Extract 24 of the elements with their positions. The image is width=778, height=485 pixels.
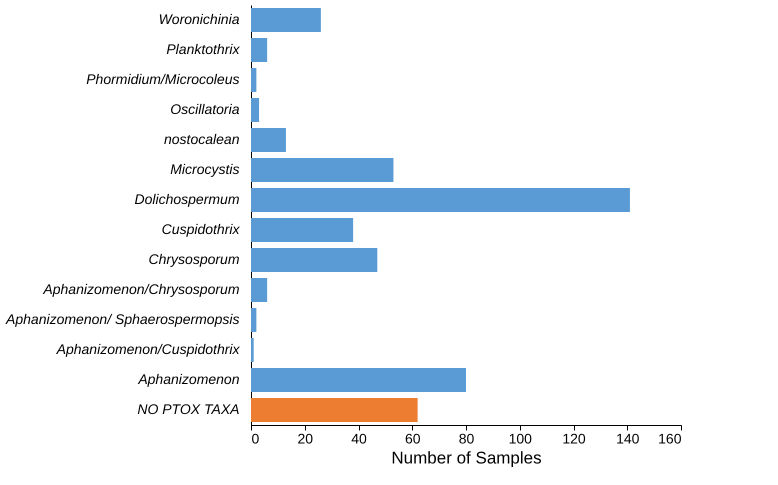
y-tick-label: Aphanizomenon/ Sphaerospermopsis	[5, 311, 240, 327]
y-tick-label: Chrysosporum	[148, 251, 240, 267]
x-tick-label: 40	[351, 430, 367, 446]
y-tick-label: Woronichinia	[158, 11, 240, 27]
x-tick-label: 160	[658, 430, 682, 446]
y-tick-label: Phormidium/Microcoleus	[86, 71, 240, 87]
y-tick-label: Aphanizomenon/Cuspidothrix	[56, 341, 240, 357]
y-tick-label: Planktothrix	[166, 41, 240, 57]
x-tick-label: 20	[297, 430, 314, 446]
y-tick-label: Microcystis	[170, 161, 240, 177]
x-tick-label: 100	[508, 430, 532, 446]
x-tick-label: 120	[562, 430, 586, 446]
y-tick-label: Cuspidothrix	[162, 221, 240, 237]
x-axis-title: Number of Samples	[391, 448, 542, 468]
y-tick-label: Aphanizomenon/Chrysosporum	[42, 281, 240, 297]
y-tick-label: Oscillatoria	[170, 101, 240, 117]
y-tick-label: Aphanizomenon	[137, 371, 240, 387]
y-tick-label: nostocalean	[164, 131, 240, 147]
x-tick-label: 80	[458, 430, 474, 446]
x-tick-label: 140	[616, 430, 640, 446]
x-tick-label: 60	[404, 430, 421, 446]
x-tick-label: 0	[252, 430, 260, 446]
y-tick-label: NO PTOX TAXA	[137, 401, 240, 417]
y-tick-label: Dolichospermum	[134, 191, 240, 207]
